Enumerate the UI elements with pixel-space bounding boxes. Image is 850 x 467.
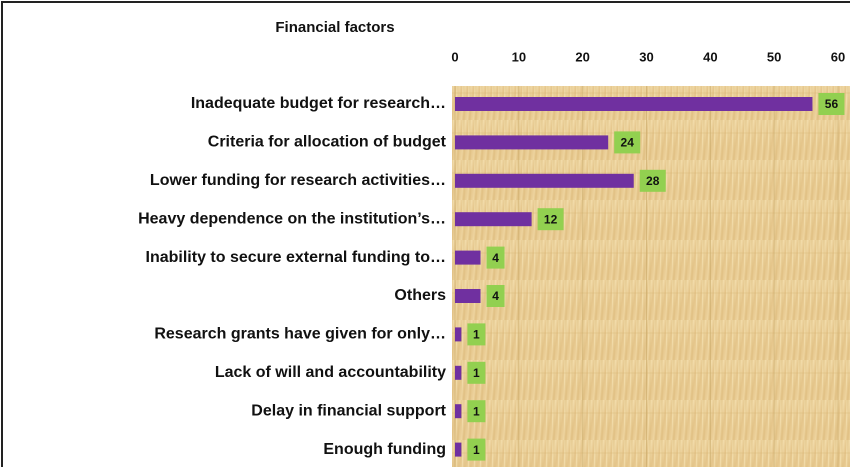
y-tick-label: Delay in financial support	[251, 402, 446, 419]
value-label-box	[818, 93, 845, 115]
bar	[455, 173, 634, 188]
bar	[455, 250, 481, 265]
value-label-box	[467, 323, 486, 346]
x-tick-label: 50	[767, 49, 781, 64]
value-label: 4	[492, 289, 499, 303]
value-label-box	[467, 400, 486, 423]
value-label: 56	[825, 97, 839, 111]
bar	[455, 365, 462, 380]
value-label: 1	[473, 366, 480, 380]
value-label-box	[486, 246, 505, 269]
x-tick-label: 40	[703, 49, 717, 64]
value-label-box	[614, 131, 641, 154]
bar	[455, 97, 813, 111]
y-tick-label: Inadequate budget for research…	[191, 95, 446, 112]
y-tick-label: Lower funding for research activities…	[150, 172, 446, 189]
y-tick-label: Criteria for allocation of budget	[208, 134, 447, 151]
value-label-box	[467, 438, 486, 461]
value-label: 4	[492, 251, 499, 265]
x-tick-label: 0	[451, 49, 458, 64]
y-tick-label: Research grants have given for only…	[154, 326, 446, 343]
value-label-box	[639, 169, 666, 192]
bar	[455, 404, 462, 419]
bar	[455, 289, 481, 303]
y-tick-label: Heavy dependence on the institution’s…	[138, 210, 446, 227]
x-tick-label: 60	[831, 49, 845, 64]
value-label-box	[486, 285, 505, 307]
value-label: 12	[544, 212, 558, 226]
value-label: 28	[646, 174, 660, 188]
y-tick-label: Others	[394, 287, 446, 304]
value-label-box	[537, 208, 564, 231]
value-label: 1	[473, 443, 480, 457]
value-label-box	[467, 361, 486, 384]
x-tick-label: 10	[512, 49, 526, 64]
value-label: 24	[621, 136, 635, 150]
y-tick-label: Enough funding	[323, 441, 446, 458]
y-tick-label: Inability to secure external funding to…	[146, 249, 446, 266]
x-tick-label: 20	[575, 49, 589, 64]
x-tick-label: 30	[639, 49, 653, 64]
bar	[455, 212, 532, 227]
value-label: 1	[473, 328, 480, 342]
y-tick-label: Lack of will and accountability	[215, 364, 446, 381]
bar	[455, 442, 462, 457]
bar	[455, 135, 609, 150]
value-label: 1	[473, 404, 480, 418]
bar	[455, 327, 462, 342]
chart-title: Financial factors	[275, 19, 394, 36]
